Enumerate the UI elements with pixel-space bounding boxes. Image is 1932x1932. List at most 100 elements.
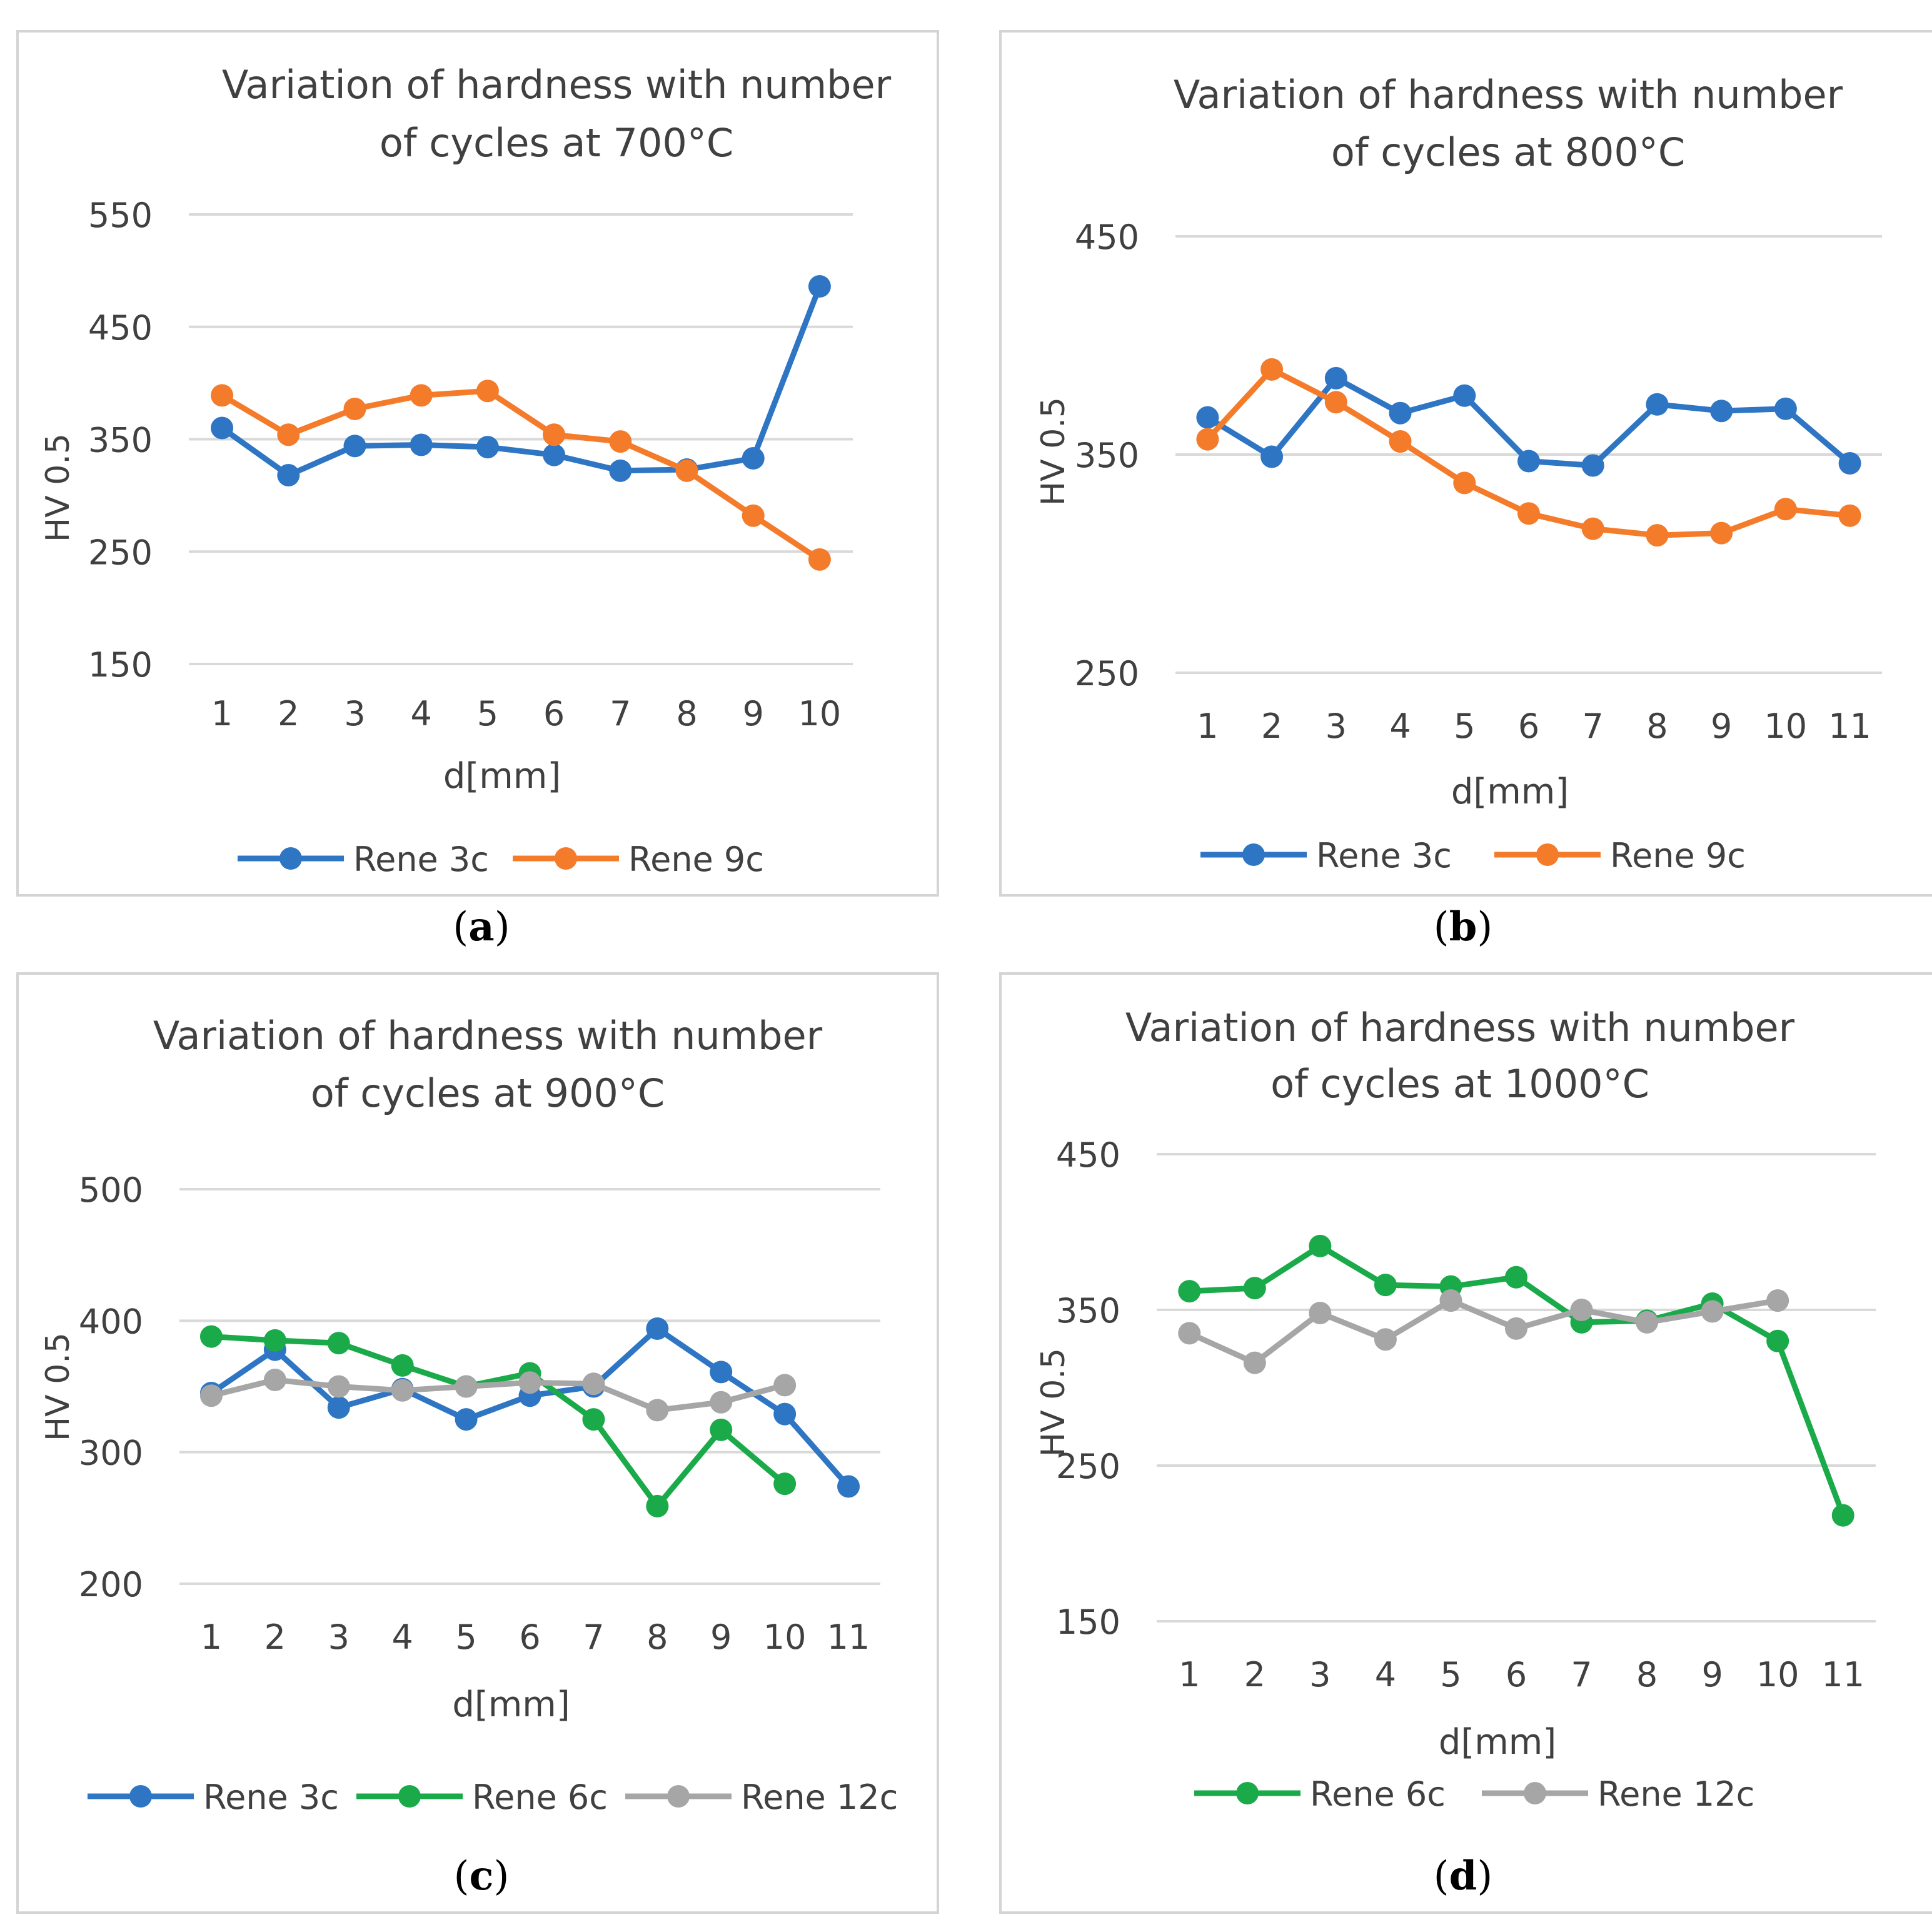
y-tick-label: 400 — [79, 1302, 143, 1341]
x-tick-label: 4 — [1389, 707, 1411, 746]
data-point — [1178, 1322, 1201, 1345]
data-point — [582, 1372, 605, 1396]
chart-frame — [999, 972, 1932, 1914]
x-tick-label: 11 — [827, 1618, 870, 1657]
data-point — [742, 447, 765, 470]
chart-title-line-2: of cycles at 900°C — [311, 1070, 665, 1116]
y-tick-label: 200 — [79, 1565, 143, 1604]
data-point — [1374, 1328, 1397, 1351]
data-point — [1646, 524, 1669, 547]
data-point — [808, 548, 831, 571]
panel-caption: (a) — [453, 903, 510, 950]
x-tick-label: 8 — [647, 1618, 668, 1657]
chart-title-line-2: of cycles at 800°C — [1331, 129, 1685, 175]
x-tick-label: 10 — [763, 1618, 807, 1657]
y-tick-label: 450 — [1075, 218, 1139, 257]
data-point — [1196, 428, 1219, 451]
legend-swatch-marker — [667, 1785, 690, 1808]
chart-title-line-1: Variation of hardness with number — [1174, 72, 1843, 118]
data-point — [476, 436, 499, 459]
data-point — [455, 1408, 478, 1431]
data-point — [1196, 406, 1219, 429]
x-axis-label: d[mm] — [452, 1684, 570, 1725]
chart-title-line-2: of cycles at 700°C — [380, 120, 733, 166]
x-tick-label: 9 — [1711, 707, 1732, 746]
legend-label: Rene 3c — [203, 1778, 339, 1817]
data-point — [1389, 430, 1412, 453]
data-point — [1710, 400, 1733, 423]
data-point — [518, 1371, 541, 1394]
series-line-rene-6c — [211, 1334, 787, 1509]
x-tick-label: 1 — [1179, 1655, 1200, 1694]
x-tick-label: 4 — [411, 694, 432, 733]
x-tick-label: 10 — [798, 694, 842, 733]
y-tick-label: 250 — [1056, 1447, 1120, 1486]
series-line-rene-9c — [220, 388, 822, 562]
data-point — [410, 384, 433, 407]
data-point — [646, 1317, 669, 1340]
chart-panel-2: Variation of hardness with number of cycl… — [999, 30, 1932, 950]
data-point — [1324, 366, 1347, 390]
data-point — [343, 435, 366, 458]
x-tick-label: 8 — [1636, 1655, 1658, 1694]
data-point — [773, 1402, 797, 1426]
x-axis-label: d[mm] — [443, 756, 561, 797]
y-tick-label: 150 — [1056, 1602, 1120, 1642]
data-point — [1570, 1299, 1593, 1321]
x-tick-label: 4 — [1375, 1655, 1396, 1694]
x-tick-label: 11 — [1821, 1655, 1864, 1694]
y-tick-label: 500 — [79, 1170, 143, 1210]
data-point — [263, 1329, 286, 1352]
x-tick-label: 6 — [1518, 707, 1539, 746]
data-point — [582, 1408, 605, 1431]
data-point — [1831, 1504, 1854, 1527]
x-tick-label: 10 — [1764, 707, 1808, 746]
x-tick-label: 3 — [1309, 1655, 1331, 1694]
legend-swatch-marker — [1524, 1782, 1546, 1804]
y-tick-label: 550 — [88, 196, 153, 235]
chart-frame — [999, 30, 1932, 897]
data-point — [1838, 504, 1861, 527]
data-point — [710, 1361, 733, 1384]
legend-swatch-marker — [398, 1785, 421, 1808]
data-point — [1701, 1300, 1724, 1323]
legend-swatch-marker — [279, 847, 302, 870]
data-point — [1309, 1234, 1332, 1257]
chart-title-line-1: Variation of hardness with number — [153, 1013, 823, 1059]
x-tick-label: 6 — [519, 1618, 540, 1657]
data-point — [1710, 521, 1733, 545]
data-point — [609, 459, 632, 482]
data-point — [773, 1374, 797, 1397]
data-point — [710, 1418, 733, 1441]
data-point — [391, 1354, 414, 1377]
x-tick-label: 2 — [1261, 707, 1282, 746]
x-tick-label: 9 — [1701, 1655, 1723, 1694]
data-point — [1766, 1289, 1789, 1312]
panel-caption: (c) — [454, 1853, 510, 1899]
legend-label: Rene 3c — [1316, 836, 1452, 875]
data-point — [455, 1375, 478, 1398]
x-tick-label: 8 — [1646, 707, 1668, 746]
chart-frame — [16, 30, 939, 897]
x-tick-label: 5 — [1454, 707, 1475, 746]
chart-panel-1: Variation of hardness with number of cycl… — [16, 30, 939, 950]
legend-swatch-marker — [129, 1785, 152, 1808]
x-tick-label: 11 — [1828, 707, 1871, 746]
data-point — [646, 1399, 669, 1422]
legend-label: Rene 12c — [1597, 1774, 1754, 1814]
data-point — [1505, 1317, 1527, 1340]
legend-label: Rene 12c — [741, 1778, 898, 1817]
data-point — [277, 464, 300, 487]
panel-caption: (b) — [1434, 903, 1493, 950]
chart-title-line-2: of cycles at 1000°C — [1270, 1061, 1649, 1107]
series-line-rene-12c — [1188, 1297, 1778, 1366]
y-tick-label: 350 — [88, 421, 153, 460]
data-point — [343, 397, 366, 420]
chart-title-line-1: Variation of hardness with number — [1125, 1005, 1795, 1050]
data-point — [1309, 1301, 1332, 1324]
y-axis-label: HV 0.5 — [39, 1332, 77, 1441]
data-point — [675, 459, 698, 482]
data-point — [1838, 451, 1861, 475]
x-tick-label: 9 — [743, 694, 764, 733]
data-point — [742, 504, 765, 527]
